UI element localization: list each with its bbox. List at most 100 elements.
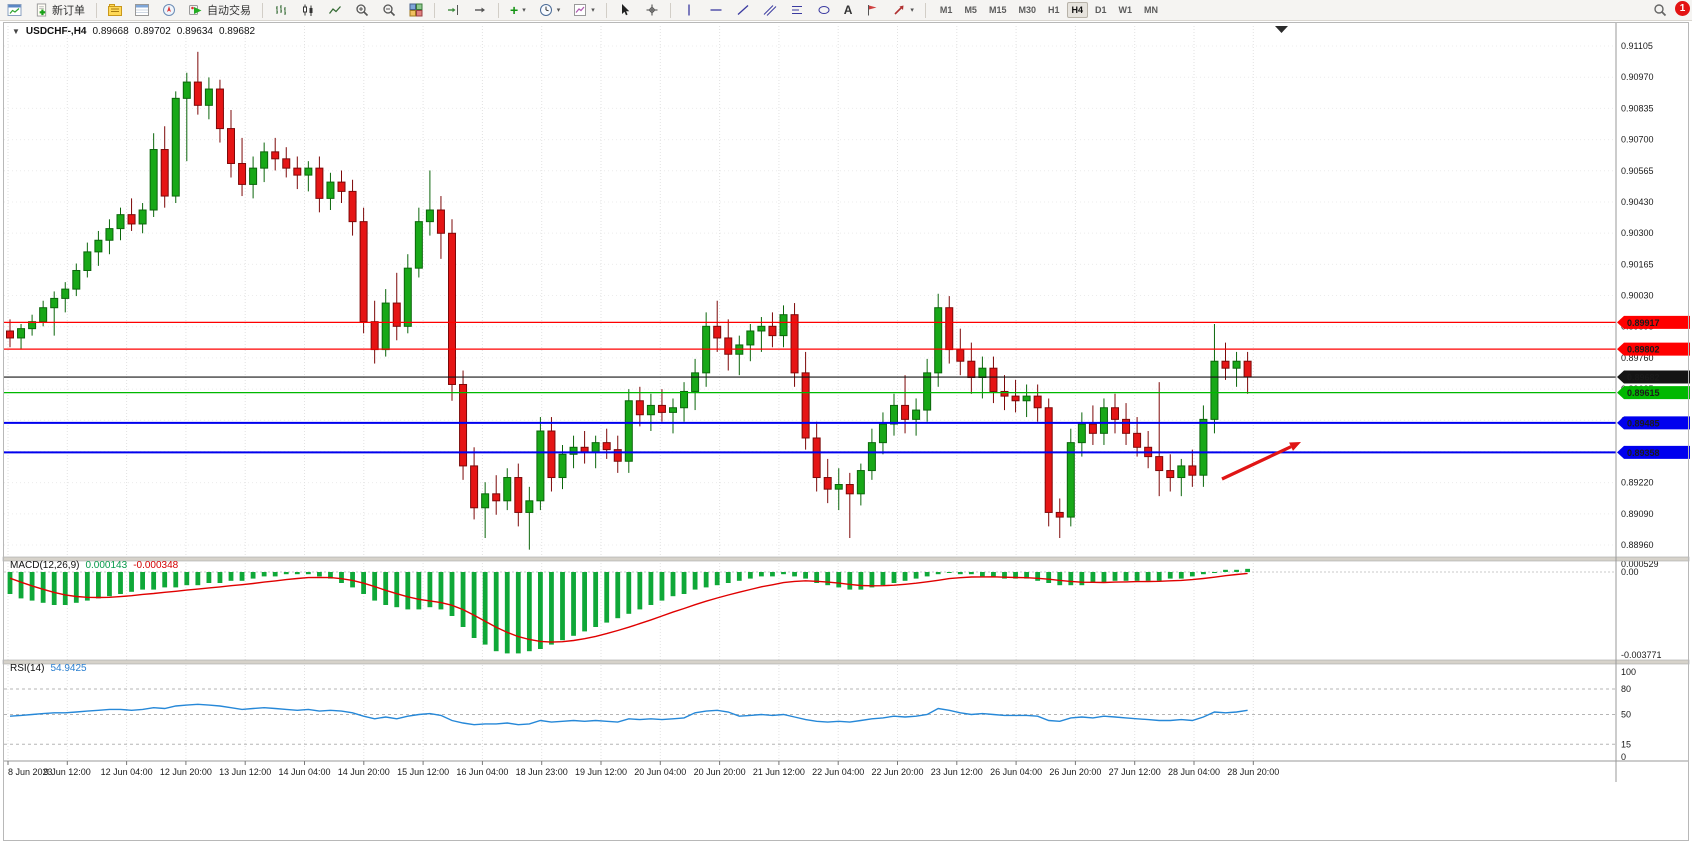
candle-body (315, 167, 324, 199)
data-window-button[interactable] (133, 1, 151, 19)
macd-histogram-bar (1068, 572, 1074, 586)
candle-body (72, 269, 81, 290)
price-axis-label: 0.90565 (1621, 166, 1654, 176)
macd-axis-label: -0.003771 (1621, 650, 1662, 660)
macd-histogram-bar (250, 572, 256, 579)
new-order-button[interactable]: 新订单 (33, 1, 87, 19)
candle-body (823, 477, 832, 490)
price-axis-label: 0.90835 (1621, 103, 1654, 113)
macd-histogram-bar (1112, 572, 1118, 581)
price-axis-label: 0.89090 (1621, 509, 1654, 519)
candle-body (1177, 465, 1186, 479)
search-button[interactable] (1651, 1, 1669, 19)
price-axis-label: 0.89220 (1621, 478, 1654, 488)
time-axis-label: 14 Jun 20:00 (338, 767, 390, 777)
arrows-tool-button[interactable]: ▾ (890, 1, 916, 19)
pane-divider[interactable] (2, 659, 1690, 665)
label-flag-icon (868, 5, 877, 16)
pane-divider[interactable] (2, 556, 1690, 562)
line-chart-button[interactable] (326, 1, 344, 19)
horizontal-line-button[interactable] (707, 1, 725, 19)
fibonacci-button[interactable] (788, 1, 806, 19)
candle-body (1232, 360, 1241, 369)
time-axis-label: 20 Jun 04:00 (634, 767, 686, 777)
tile-windows-button[interactable] (407, 1, 425, 19)
candle-body (514, 477, 523, 513)
macd-histogram-bar (416, 572, 422, 610)
crosshair-button[interactable] (643, 1, 661, 19)
collapse-arrow-icon[interactable]: ▼ (12, 27, 20, 36)
shapes-button[interactable] (815, 1, 833, 19)
auto-trading-button[interactable]: 自动交易 (187, 1, 253, 19)
auto-scroll-button[interactable] (471, 1, 489, 19)
macd-histogram-bar (107, 572, 112, 597)
macd-histogram-bar (615, 572, 621, 619)
macd-histogram-bar (1024, 572, 1029, 579)
market-watch-icon (108, 4, 122, 16)
timeframe-H4-button[interactable]: H4 (1066, 2, 1089, 18)
add-indicator-button[interactable]: + ▾ (508, 1, 528, 19)
navigator-button[interactable] (160, 1, 178, 19)
macd-histogram-bar (51, 572, 57, 605)
macd-histogram-bar (173, 572, 179, 588)
timeframe-H1-button[interactable]: H1 (1047, 5, 1060, 15)
candle-body (1066, 442, 1075, 518)
macd-histogram-bar (593, 572, 599, 627)
rsi-line (9, 703, 1248, 726)
zoom-out-button[interactable] (380, 1, 398, 19)
timeframe-M30-button[interactable]: M30 (1018, 5, 1036, 15)
candle-body (260, 151, 269, 169)
market-watch-button[interactable] (106, 1, 124, 19)
text-tool-button[interactable]: A (842, 1, 855, 19)
timeframe-D1-button[interactable]: D1 (1095, 5, 1107, 15)
vertical-line-button[interactable] (680, 1, 698, 19)
macd-histogram-bar (582, 572, 587, 632)
timeframe-MN-button[interactable]: MN (1144, 5, 1159, 15)
candle-body (127, 214, 136, 225)
candle-body (470, 465, 479, 509)
time-axis-label: 16 Jun 04:00 (456, 767, 508, 777)
timeframe-M5-button[interactable]: M5 (964, 5, 977, 15)
auto-trading-icon (189, 5, 202, 15)
arrow-annotation-head (1289, 442, 1301, 451)
chart-window-button[interactable] (5, 1, 24, 19)
candle-body (193, 81, 202, 106)
macd-histogram-bar (217, 572, 223, 583)
horizontal-line-icon (710, 9, 722, 11)
bar-chart-button[interactable] (272, 1, 290, 19)
notification-badge[interactable]: 1 (1675, 1, 1690, 16)
zoom-in-button[interactable] (353, 1, 371, 19)
periods-button[interactable]: ▾ (537, 1, 563, 19)
candle-body (1055, 511, 1064, 518)
timeframe-M15-button[interactable]: M15 (988, 5, 1007, 15)
price-axis-label: 0.91105 (1621, 41, 1653, 51)
add-indicator-icon: + (510, 2, 519, 18)
macd-histogram-bar (792, 572, 797, 577)
chart-title: ▼ USDCHF-,H4 0.89668 0.89702 0.89634 0.8… (12, 26, 255, 37)
channel-button[interactable] (761, 1, 779, 19)
macd-histogram-bar (1212, 572, 1217, 573)
trendline-button[interactable] (734, 1, 752, 19)
candle-body (547, 430, 556, 479)
timeframe-M1-button[interactable]: M1 (939, 5, 953, 15)
time-axis-label: 9 Jun 12:00 (44, 767, 91, 777)
main-toolbar: 新订单 自动交易 + ▾ ▾ (0, 0, 1692, 21)
macd-histogram-bar (305, 572, 311, 575)
macd-histogram-bar (62, 572, 68, 605)
timeframe-W1-button[interactable]: W1 (1118, 5, 1133, 15)
arrow-annotation[interactable] (1221, 445, 1292, 481)
resistance-line-1-price-tag-label: 0.89917 (1627, 318, 1660, 328)
chart-shift-button[interactable] (444, 1, 462, 19)
cursor-button[interactable] (616, 1, 634, 19)
macd-histogram-bar (118, 572, 123, 594)
clock-icon (539, 4, 552, 16)
templates-button[interactable]: ▾ (571, 1, 597, 19)
candle-body (657, 404, 666, 413)
auto-scroll-icon (475, 7, 485, 13)
candlestick-chart-button[interactable] (299, 1, 317, 19)
time-axis-label: 21 Jun 12:00 (753, 767, 805, 777)
chart-shift-marker[interactable] (1275, 26, 1288, 33)
label-tool-button[interactable] (863, 1, 881, 19)
data-window-icon (135, 4, 149, 16)
